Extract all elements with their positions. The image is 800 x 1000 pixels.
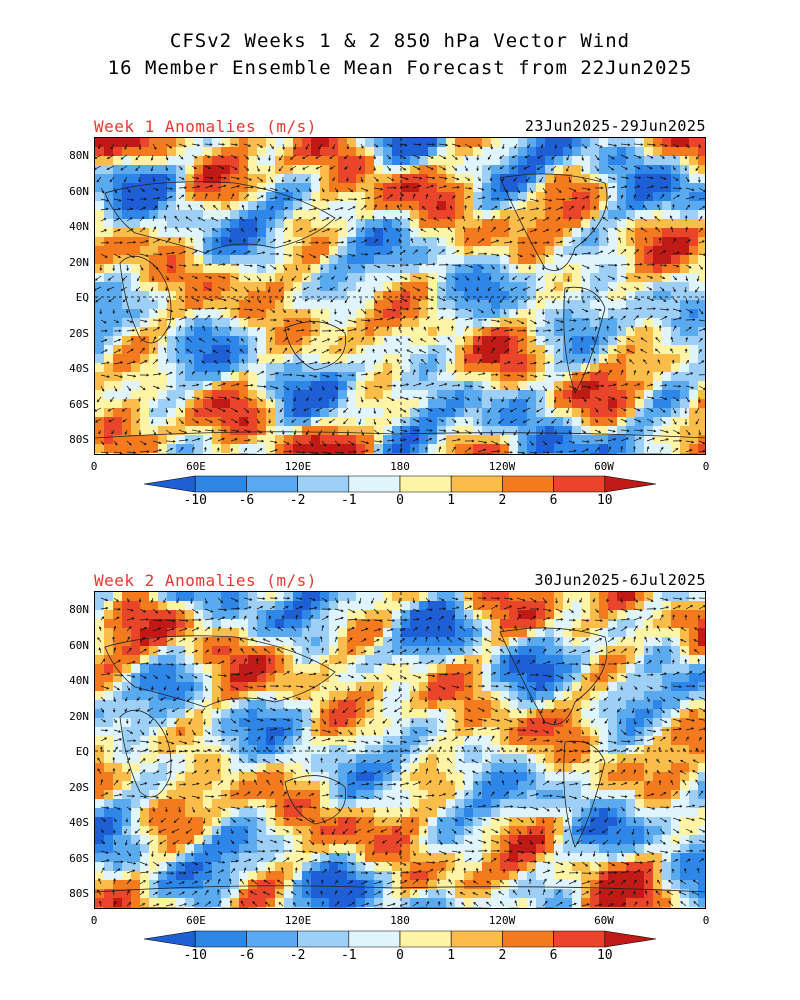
longitude-tick-label: 0: [702, 460, 710, 473]
latitude-tick-label: 60S: [69, 397, 89, 411]
longitude-tick-label: 60E: [186, 460, 206, 473]
latitude-tick-label: 20S: [69, 780, 89, 794]
colorbar-level-label: 1: [447, 948, 456, 963]
anomaly-shading: [95, 138, 705, 454]
panel-2-colorbar-scale: [144, 930, 656, 948]
panel-1-title: Week 1 Anomalies (m/s): [94, 117, 317, 136]
colorbar-level-label: 1: [447, 493, 456, 508]
colorbar-level-label: -2: [289, 493, 306, 508]
colorbar-segment: [297, 930, 350, 948]
colorbar-level-label: -6: [238, 948, 255, 963]
longitude-tick-label: 60W: [594, 460, 614, 473]
colorbar-segment: [194, 475, 247, 493]
panel-2-anomaly-field: [95, 592, 705, 908]
colorbar-segment: [348, 930, 401, 948]
colorbar-segment: [246, 475, 298, 493]
latitude-tick-label: 60N: [69, 184, 89, 198]
colorbar-level-label: 0: [396, 948, 404, 963]
colorbar-level-label: -2: [289, 948, 306, 963]
longitude-tick-label: 180: [390, 460, 410, 473]
latitude-tick-label: 80S: [69, 433, 89, 446]
panel-1-map: [94, 137, 706, 455]
panel-2-map: [94, 591, 706, 909]
coastlines: [95, 173, 705, 439]
colorbar-segment: [246, 930, 298, 948]
colorbar-segment: [297, 475, 350, 493]
panel-1-colorbar-scale: [144, 475, 656, 493]
latitude-tick-label: 40N: [69, 220, 89, 233]
colorbar-segment: [144, 475, 196, 493]
colorbar-level-label: 10: [596, 948, 613, 963]
colorbar-segment: [450, 930, 503, 948]
colorbar-segment: [502, 475, 554, 493]
chart-title-line-1: CFSv2 Weeks 1 & 2 850 hPa Vector Wind: [169, 30, 631, 52]
colorbar-level-label: 0: [396, 493, 404, 508]
latitude-tick-label: 40N: [69, 674, 89, 687]
wind-vectors: [97, 596, 705, 907]
colorbar-segment: [194, 930, 247, 948]
colorbar-segment: [144, 930, 196, 948]
colorbar-level-label: -6: [238, 493, 255, 508]
latitude-tick-label: EQ: [75, 291, 89, 304]
panel-2-date-range: 30Jun2025-6Jul2025: [534, 571, 706, 589]
longitude-tick-label: 60W: [594, 914, 614, 927]
latitude-tick-label: 60N: [69, 638, 89, 652]
colorbar-segment: [348, 475, 401, 493]
panel-1-anomaly-field: [95, 138, 705, 454]
latitude-tick-label: 60S: [69, 851, 89, 865]
longitude-tick-label: 120E: [284, 914, 312, 927]
longitude-tick-label: 120W: [488, 914, 516, 927]
colorbar-level-label: 6: [549, 948, 558, 963]
latitude-tick-label: EQ: [75, 745, 89, 758]
colorbar-segment: [450, 475, 503, 493]
colorbar-level-label: 2: [498, 493, 507, 508]
longitude-tick-label: 180: [390, 914, 410, 927]
longitude-tick-label: 120E: [284, 460, 312, 473]
latitude-tick-label: 20N: [69, 255, 89, 269]
latitude-tick-label: 20N: [69, 709, 89, 723]
latitude-tick-label: 20S: [69, 326, 89, 340]
colorbar-segment: [604, 930, 656, 948]
colorbar-level-label: -10: [183, 493, 207, 508]
longitude-tick-label: 60E: [186, 914, 206, 927]
colorbar-level-label: 2: [498, 948, 507, 963]
longitude-tick-label: 0: [702, 914, 710, 927]
latitude-tick-label: 80N: [69, 149, 89, 162]
latitude-tick-label: 40S: [69, 816, 89, 829]
colorbar-segment: [399, 475, 452, 493]
longitude-tick-label: 0: [90, 460, 98, 473]
latitude-tick-label: 80N: [69, 603, 89, 616]
colorbar-level-label: -1: [340, 493, 357, 508]
colorbar-level-label: -10: [183, 948, 207, 963]
colorbar-level-label: 10: [596, 493, 613, 508]
panel-1-date-range: 23Jun2025-29Jun2025: [524, 117, 706, 135]
wind-vectors: [95, 143, 705, 454]
colorbar-segment: [604, 475, 656, 493]
colorbar-segment: [502, 930, 554, 948]
colorbar-segment: [399, 930, 452, 948]
colorbar-segment: [553, 475, 606, 493]
latitude-tick-label: 80S: [69, 887, 89, 900]
colorbar-level-label: 6: [549, 493, 558, 508]
chart-title-line-2: 16 Member Ensemble Mean Forecast from 22…: [107, 57, 693, 79]
colorbar-segment: [553, 930, 606, 948]
anomaly-shading: [95, 592, 705, 908]
colorbar-level-label: -1: [340, 948, 357, 963]
longitude-tick-label: 0: [90, 914, 98, 927]
latitude-tick-label: 40S: [69, 362, 89, 375]
panel-2-title: Week 2 Anomalies (m/s): [94, 571, 317, 590]
longitude-tick-label: 120W: [488, 460, 516, 473]
